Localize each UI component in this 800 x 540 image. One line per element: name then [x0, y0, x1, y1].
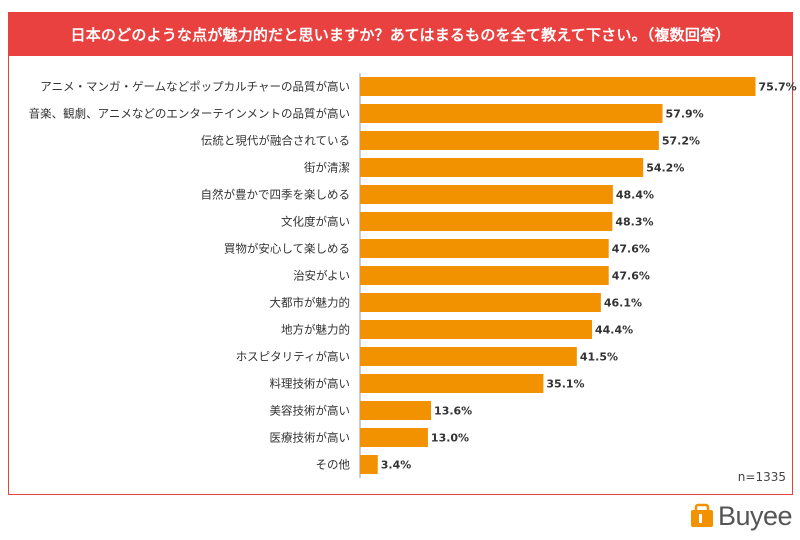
- value-label: 13.0%: [431, 432, 469, 445]
- category-label: ホスピタリティが高い: [236, 350, 350, 364]
- value-label: 75.7%: [759, 81, 797, 94]
- value-label: 48.4%: [616, 189, 654, 202]
- buyee-logo-icon: [690, 503, 713, 527]
- category-label: 伝統と現代が融合されている: [201, 134, 350, 148]
- sample-size-label: n=1335: [737, 470, 786, 484]
- bar: [360, 401, 432, 420]
- value-label: 44.4%: [595, 324, 633, 337]
- value-label: 48.3%: [615, 216, 653, 229]
- category-label: 自然が豊かで四季を楽しめる: [201, 188, 351, 202]
- bar: [360, 77, 756, 96]
- value-label: 54.2%: [646, 162, 684, 175]
- bar: [360, 320, 592, 339]
- value-label: 57.2%: [662, 135, 700, 148]
- category-label: 治安がよい: [293, 269, 350, 283]
- value-label: 46.1%: [604, 297, 642, 310]
- value-label: 35.1%: [546, 378, 584, 391]
- category-label: 地方が魅力的: [281, 323, 350, 337]
- brand-name: Buyee: [717, 500, 793, 531]
- bar: [360, 185, 613, 204]
- bar: [360, 212, 613, 231]
- category-label: 文化度が高い: [281, 215, 350, 229]
- category-label: 美容技術が高い: [270, 404, 351, 418]
- category-label: 料理技術が高い: [270, 377, 351, 391]
- category-label: 医療技術が高い: [270, 431, 351, 445]
- bar: [360, 347, 577, 366]
- category-label: 音楽、観劇、アニメなどのエンターテインメントの品質が高い: [29, 107, 350, 121]
- category-label: 買物が安心して楽しめる: [224, 242, 350, 256]
- bar: [360, 266, 609, 285]
- value-label: 3.4%: [381, 459, 412, 472]
- value-label: 47.6%: [612, 270, 650, 283]
- category-label: 街が清潔: [304, 161, 350, 175]
- bar: [360, 455, 378, 474]
- bar: [360, 239, 609, 258]
- category-label: アニメ・マンガ・ゲームなどポップカルチャーの品質が高い: [40, 80, 350, 94]
- bar: [360, 131, 659, 150]
- bar: [360, 158, 644, 177]
- value-label: 41.5%: [580, 351, 618, 364]
- brand-logo: Buyee: [689, 500, 793, 532]
- value-label: 13.6%: [434, 405, 472, 418]
- chart-title: 日本のどのような点が魅力的だと思いますか？あてはまるものを全て教えて下さい。（複…: [8, 12, 793, 56]
- bar: [360, 428, 428, 447]
- bar: [360, 374, 544, 393]
- value-label: 57.9%: [666, 108, 704, 121]
- category-label: その他: [316, 458, 351, 472]
- category-label: 大都市が魅力的: [270, 296, 351, 310]
- bar: [360, 104, 663, 123]
- bar: [360, 293, 601, 312]
- value-label: 47.6%: [612, 243, 650, 256]
